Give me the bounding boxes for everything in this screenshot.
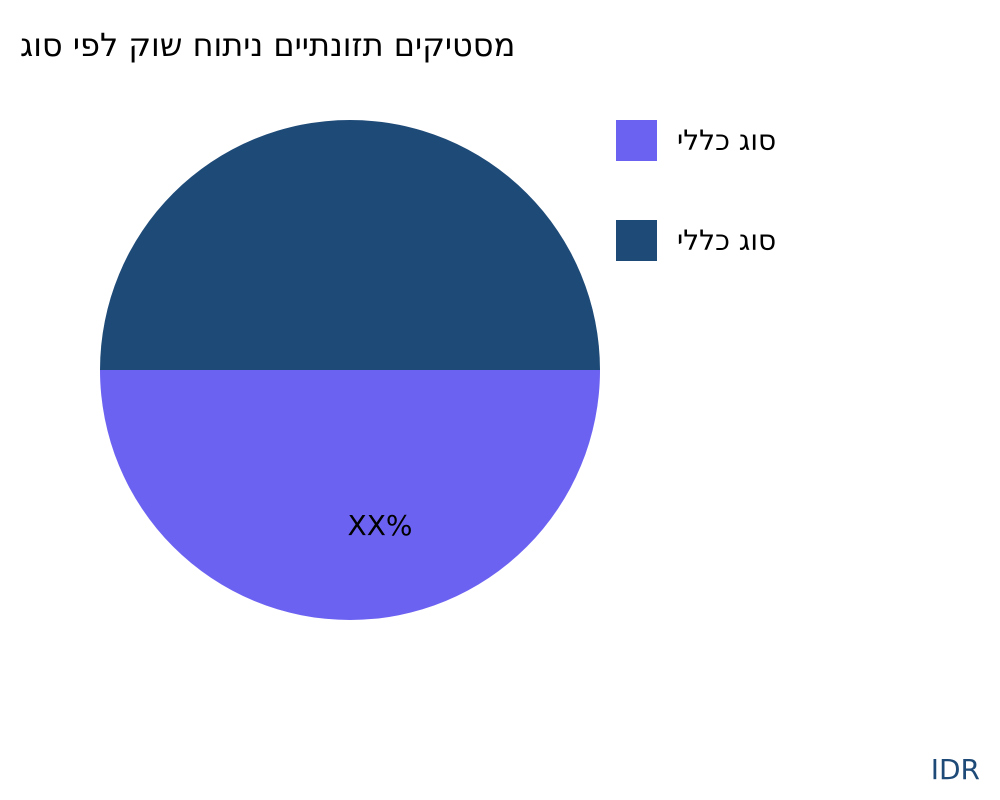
legend-swatch — [616, 220, 657, 261]
pie-slice — [100, 370, 600, 620]
pie-slice — [100, 120, 600, 370]
legend-swatch — [616, 120, 657, 161]
legend-item: יללכ גוס — [616, 120, 776, 161]
legend-label: יללכ גוס — [677, 124, 777, 157]
chart-title: גוס יפל קוש חותינ םייתנוזת םיקיטסמ — [20, 26, 516, 64]
legend-item: יללכ גוס — [616, 220, 776, 261]
slice-label: XX% — [348, 509, 413, 542]
legend: יללכ גוס יללכ גוס — [616, 120, 776, 320]
watermark-logo: IDR — [930, 753, 980, 786]
legend-label: יללכ גוס — [677, 224, 777, 257]
